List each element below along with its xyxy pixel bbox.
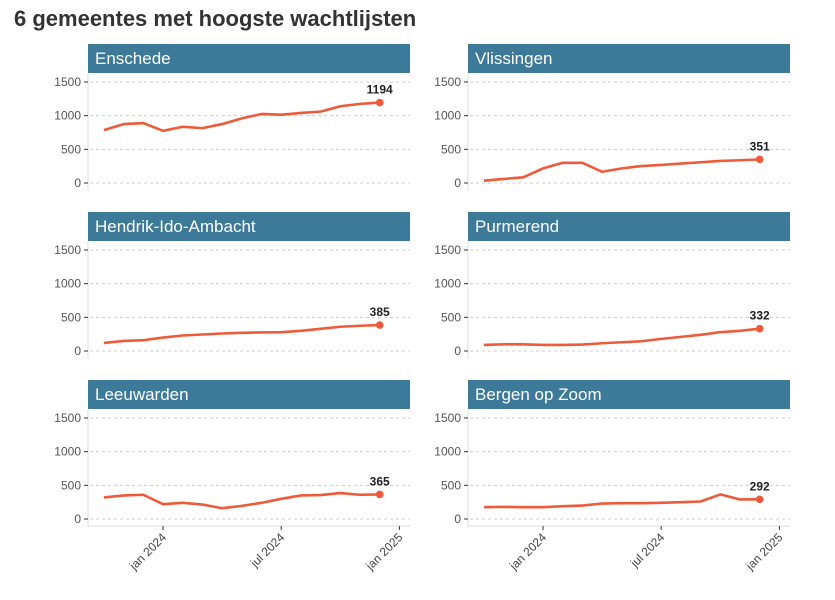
y-tick-label: 500 [61,478,81,492]
panel-title: Bergen op Zoom [475,385,602,404]
y-tick-label: 1000 [434,445,461,459]
x-tick-label: jan 2025 [362,530,405,573]
y-tick-label: 1500 [54,243,81,257]
data-label: 1194 [367,83,393,97]
last-point-marker [755,324,764,333]
series-line-vlissingen [483,158,760,182]
panel-title: Leeuwarden [95,385,189,404]
y-tick-label: 500 [441,142,461,156]
panel-strip [88,380,410,409]
data-label: 385 [370,305,390,319]
panel-title: Hendrik-Ido-Ambacht [95,217,256,236]
y-tick-label: 1500 [54,75,81,89]
series-line-bergen-op-zoom [483,493,760,509]
x-tick-label: jan 2025 [742,530,785,573]
y-tick-label: 500 [61,142,81,156]
last-point-marker [755,155,764,164]
series-line-enschede [103,101,380,133]
y-tick-label: 1000 [54,445,81,459]
panel-title: Vlissingen [475,49,553,68]
y-tick-label: 500 [441,478,461,492]
y-tick-label: 0 [74,344,81,358]
y-tick-label: 1500 [434,75,461,89]
y-tick-label: 1500 [434,411,461,425]
y-tick-label: 0 [74,176,81,190]
x-tick-label: jan 2024 [126,530,169,573]
y-tick-label: 500 [61,310,81,324]
panel-title: Purmerend [475,217,559,236]
y-tick-label: 0 [454,344,461,358]
x-tick-label: jul 2024 [247,530,288,571]
y-tick-label: 1500 [434,243,461,257]
data-label: 332 [750,309,770,323]
y-tick-label: 1000 [54,109,81,123]
series-line-leeuwarden [103,491,380,510]
series-line-purmerend [483,327,760,347]
y-tick-label: 1000 [54,277,81,291]
panel-strip [468,44,790,73]
last-point-marker [375,98,384,107]
last-point-marker [375,321,384,329]
x-tick-label: jan 2024 [506,530,549,573]
data-label: 365 [370,474,390,488]
panel-title: Enschede [95,49,171,68]
panel-strip [88,44,410,73]
y-tick-label: 0 [74,512,81,526]
y-tick-label: 0 [454,512,461,526]
y-tick-label: 500 [441,310,461,324]
last-point-marker [375,490,384,499]
y-tick-label: 1500 [54,411,81,425]
y-tick-label: 0 [454,176,461,190]
chart-title: 6 gemeentes met hoogste wachtlijsten [14,6,417,31]
panel-strip [468,380,790,409]
series-line-hendrik-ido-ambacht [103,323,380,345]
y-tick-label: 1000 [434,277,461,291]
x-tick-label: jul 2024 [627,530,668,571]
panel-strip [468,212,790,241]
y-tick-label: 1000 [434,109,461,123]
panel-strip [88,212,410,241]
last-point-marker [755,495,764,504]
data-label: 351 [750,139,770,153]
data-label: 292 [750,479,770,493]
